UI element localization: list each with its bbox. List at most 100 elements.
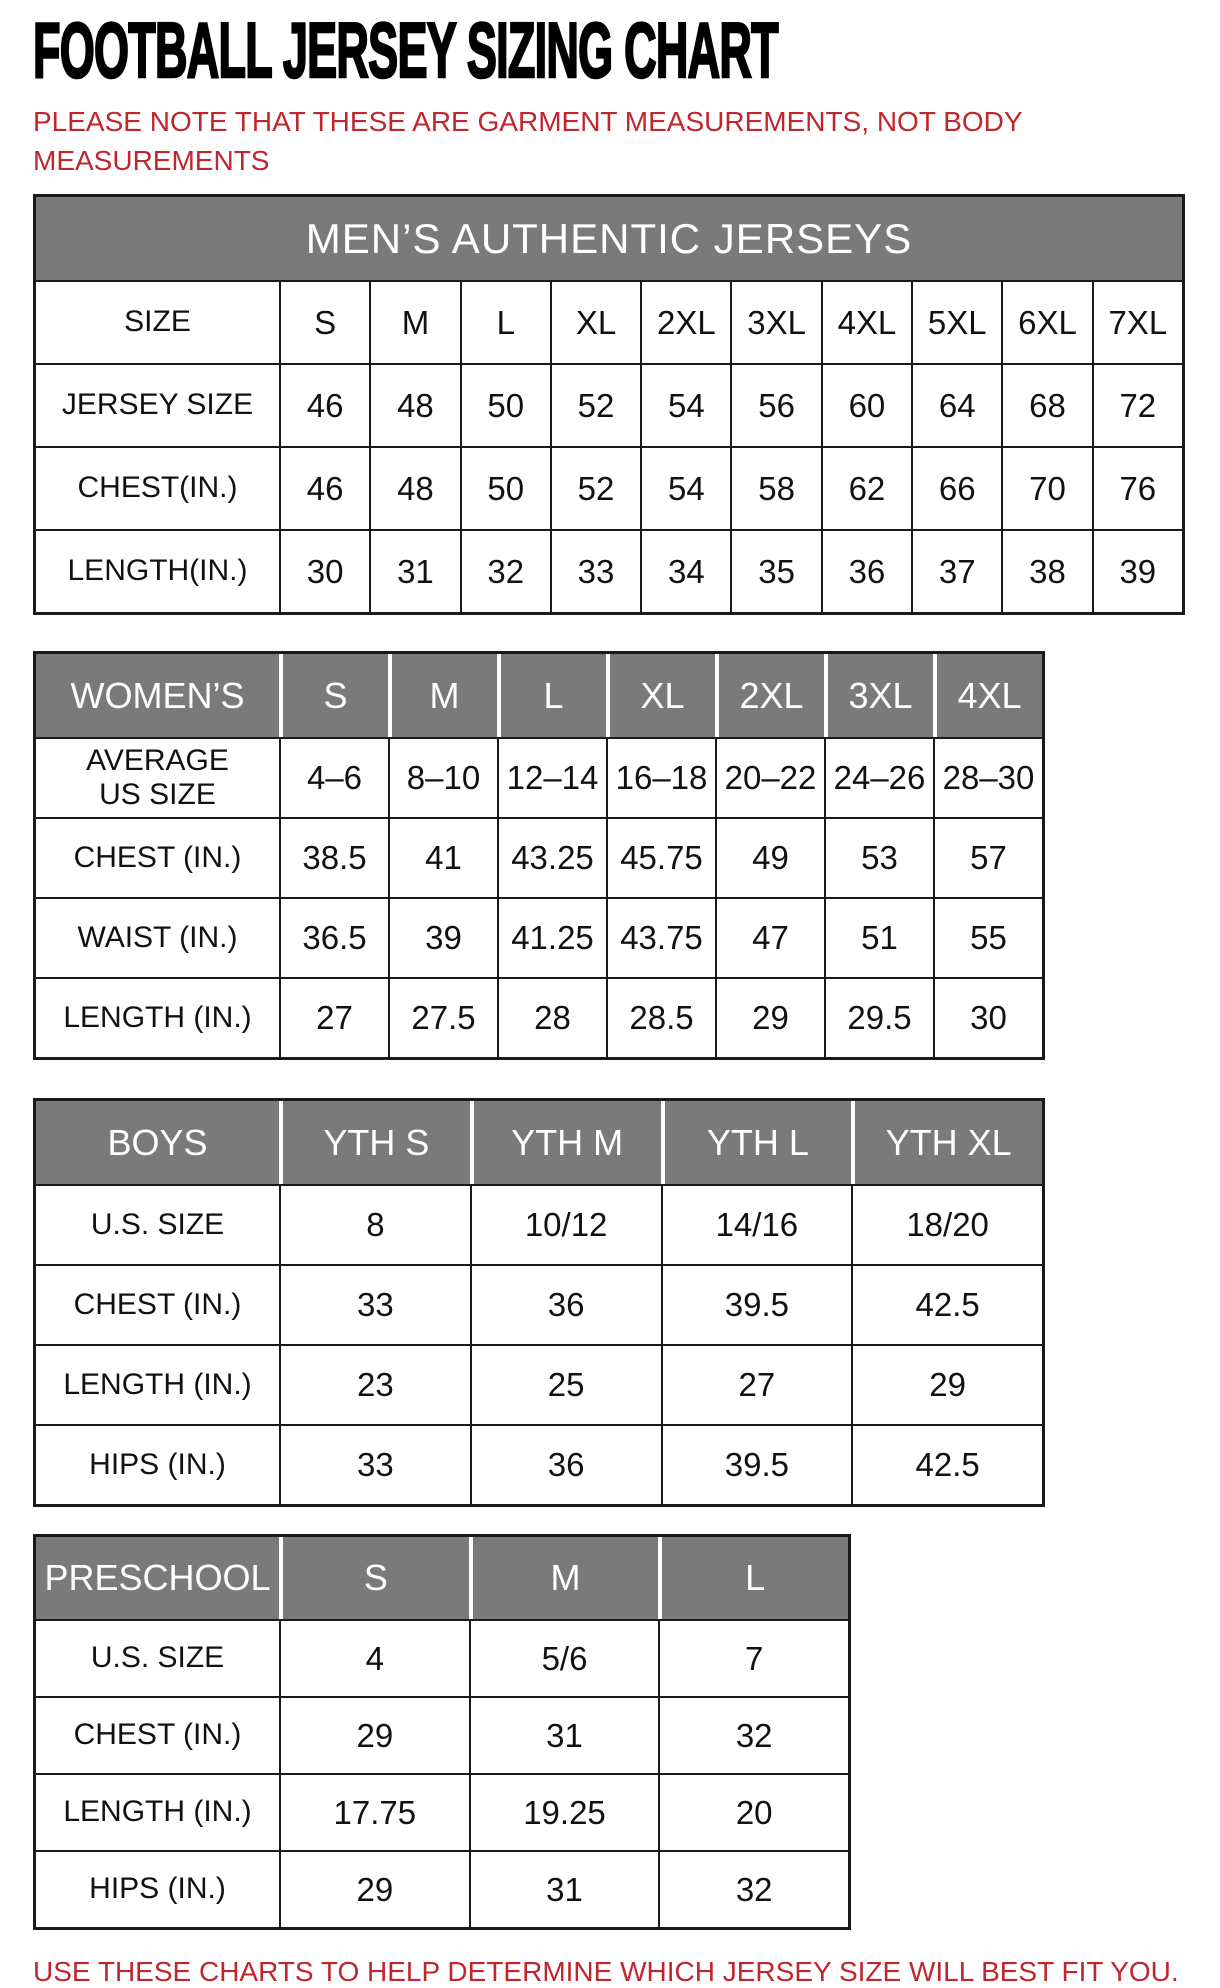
value-cell: 20–22 [715,739,824,817]
preschool-header-row: PRESCHOOL S M L [36,1537,849,1619]
row-label-cell: JERSEY SIZE [61,388,254,422]
row-label-cell: LENGTH (IN.) [63,1795,252,1829]
value-cell: 64 [911,365,1001,446]
value-cell: 29 [279,1852,469,1927]
value-cell: 33 [549,531,640,612]
row-label-cell: CHEST(IN.) [77,471,238,505]
row-label-cell: LENGTH (IN.) [63,1000,252,1034]
mens-authentic-jerseys-table: MEN’S AUTHENTIC JERSEYS SIZE S M L XL 2XL 3XL 4X… [33,194,1185,615]
value-cell: 38.5 [279,819,388,897]
header-cell: YTH M [469,1101,661,1184]
value-cell: M [369,282,459,363]
value-cell: 30 [279,531,369,612]
value-cell: 32 [658,1852,848,1927]
value-cell: 18/20 [851,1186,1042,1264]
row-label-cell: CHEST (IN.) [73,1287,242,1321]
table-row: U.S. SIZE 8 10/12 14/16 18/20 [36,1184,1042,1264]
value-cell: 39.5 [660,1266,852,1344]
value-cell: L [459,282,550,363]
value-cell: 32 [459,531,550,612]
garment-measurement-note: PLEASE NOTE THAT THESE ARE GARMENT MEASU… [33,102,1220,180]
table-row: HIPS (IN.) 29 31 32 [36,1850,848,1927]
value-cell: 50 [459,448,550,529]
value-cell: 55 [933,899,1042,977]
value-cell: 54 [640,448,730,529]
row-label-cell: U.S. SIZE [90,1207,225,1241]
value-cell: 27 [660,1346,852,1424]
value-cell: 41 [388,819,497,897]
value-cell: 39.5 [660,1426,852,1504]
value-cell: 52 [549,448,640,529]
row-label-cell: CHEST (IN.) [73,1718,242,1752]
header-cell: S [279,654,388,737]
value-cell: 28–30 [933,739,1042,817]
value-cell: 54 [640,365,730,446]
value-cell: 62 [820,448,911,529]
value-cell: 39 [1091,531,1182,612]
value-cell: 32 [658,1698,848,1773]
table-row: CHEST(IN.) 46 48 50 52 54 58 62 66 70 76 [36,446,1182,529]
value-cell: 34 [640,531,730,612]
value-cell: 36 [469,1426,661,1504]
header-cell: BOYS [36,1101,279,1184]
table-row: AVERAGE US SIZE 4–6 8–10 12–14 16–18 20–22 24–… [36,737,1042,817]
value-cell: 10/12 [469,1186,661,1264]
value-cell: 29.5 [824,979,933,1057]
value-cell: 50 [459,365,550,446]
value-cell: 8 [279,1186,470,1264]
value-cell: 27 [279,979,388,1057]
table-row: LENGTH (IN.) 23 25 27 29 [36,1344,1042,1424]
value-cell: 30 [933,979,1042,1057]
table-row: CHEST (IN.) 38.5 41 43.25 45.75 49 53 57 [36,817,1042,897]
boys-sizing-table: BOYS YTH S YTH M YTH L YTH XL U.S. SIZE 8 10/12… [33,1098,1045,1507]
value-cell: 43.25 [497,819,606,897]
table-row: LENGTH(IN.) 30 31 32 33 34 35 36 37 38 39 [36,529,1182,612]
note-line-2: MEASUREMENTS [33,145,270,176]
value-cell: 70 [1001,448,1091,529]
value-cell: 28 [497,979,606,1057]
value-cell: 31 [369,531,459,612]
value-cell: 8–10 [388,739,497,817]
boys-header-row: BOYS YTH S YTH M YTH L YTH XL [36,1101,1042,1184]
value-cell: 36.5 [279,899,388,977]
value-cell: 7 [658,1621,848,1696]
value-cell: 60 [820,365,911,446]
value-cell: 12–14 [497,739,606,817]
row-label-cell: LENGTH (IN.) [63,1367,252,1401]
value-cell: XL [549,282,640,363]
value-cell: 46 [279,365,369,446]
header-cell: YTH S [279,1101,470,1184]
value-cell: 4 [279,1621,469,1696]
row-label-cell: SIZE [124,305,191,339]
value-cell: 45.75 [606,819,715,897]
value-cell: 5XL [911,282,1001,363]
value-cell: 4XL [820,282,911,363]
value-cell: 41.25 [497,899,606,977]
table-row: LENGTH (IN.) 27 27.5 28 28.5 29 29.5 30 [36,977,1042,1057]
value-cell: 47 [715,899,824,977]
value-cell: 36 [820,531,911,612]
value-cell: 37 [911,531,1001,612]
value-cell: 33 [279,1266,470,1344]
header-cell: L [658,1537,849,1619]
header-cell: YTH L [660,1101,852,1184]
header-cell: 4XL [933,654,1042,737]
value-cell: 42.5 [851,1426,1042,1504]
header-cell: L [497,654,606,737]
value-cell: 27.5 [388,979,497,1057]
footer-note: USE THESE CHARTS TO HELP DETERMINE WHICH… [33,1956,1179,1987]
value-cell: 29 [715,979,824,1057]
value-cell: S [279,282,369,363]
header-cell: XL [606,654,715,737]
value-cell: 16–18 [606,739,715,817]
value-cell: 42.5 [851,1266,1042,1344]
table-row: HIPS (IN.) 33 36 39.5 42.5 [36,1424,1042,1504]
value-cell: 31 [468,1698,659,1773]
value-cell: 14/16 [660,1186,852,1264]
value-cell: 36 [469,1266,661,1344]
page-title: FOOTBALL JERSEY SIZING CHART [32,6,779,96]
value-cell: 53 [824,819,933,897]
value-cell: 28.5 [606,979,715,1057]
value-cell: 5/6 [468,1621,659,1696]
table-row: SIZE S M L XL 2XL 3XL 4XL 5XL 6XL 7XL [36,280,1182,363]
